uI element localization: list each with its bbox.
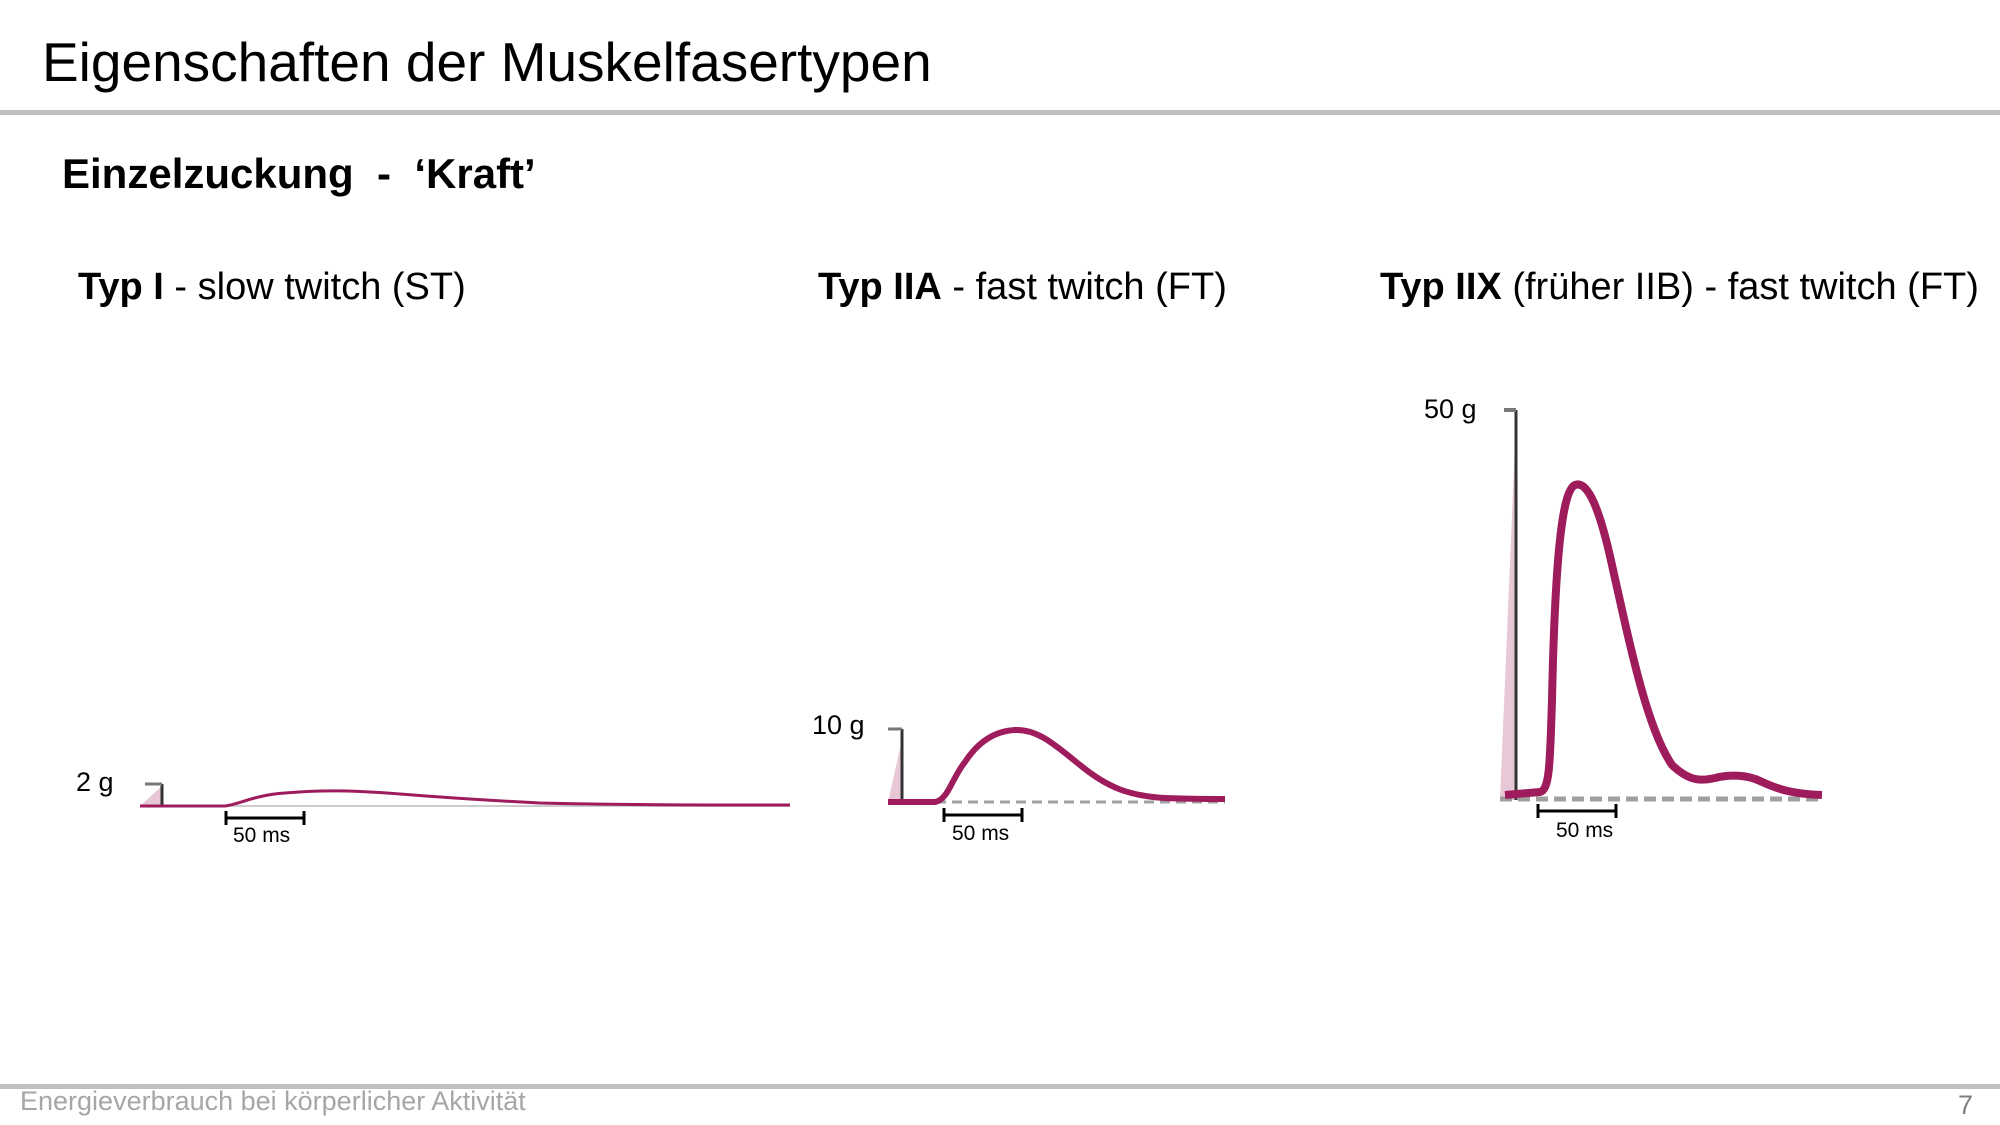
panel-type-iia-graph: 10 g 50 ms: [812, 710, 1226, 845]
type-i-label: Typ I: [78, 266, 164, 308]
type-i-stimulus-marker: [140, 786, 162, 806]
type-i-time-scale-label: 50 ms: [233, 824, 290, 847]
type-iix-stimulus-marker: [1500, 420, 1516, 800]
panel-heading-type-iia: Typ IIA - fast twitch (FT): [818, 266, 1227, 309]
type-i-force-scale-label: 2 g: [76, 767, 114, 797]
type-i-description: - slow twitch (ST): [163, 266, 466, 308]
type-i-twitch-trace: [140, 789, 791, 808]
panel-heading-type-i: Typ I - slow twitch (ST): [78, 266, 466, 309]
type-iix-force-scale-label: 50 g: [1424, 394, 1477, 424]
type-iia-force-scale-label: 10 g: [812, 710, 865, 740]
panel-heading-type-iix: Typ IIX (früher IIB) - fast twitch (FT): [1380, 266, 1979, 309]
panel-type-i-graph: 2 g 50 ms: [76, 767, 791, 847]
slide-title: Eigenschaften der Muskelfasertypen: [42, 31, 932, 93]
type-iix-label: Typ IIX: [1380, 266, 1502, 308]
type-iia-stimulus-marker: [888, 740, 902, 802]
panel-type-iix-graph: 50 g 50 ms: [1424, 394, 1823, 842]
page-number: 7: [1958, 1090, 1974, 1120]
slide-subtitle: Einzelzuckung - ‘Kraft’: [62, 150, 536, 197]
title-divider: [0, 110, 2000, 115]
footer-text: Energieverbrauch bei körperlicher Aktivi…: [20, 1086, 526, 1116]
type-iia-twitch-trace: [888, 726, 1226, 805]
type-iia-description: - fast twitch (FT): [941, 266, 1227, 308]
type-iix-description: (früher IIB) - fast twitch (FT): [1501, 266, 1979, 308]
footer-divider: [0, 1084, 2000, 1089]
type-iia-label: Typ IIA: [818, 266, 942, 308]
type-iix-twitch-trace: [1504, 480, 1823, 799]
type-iia-time-scale-label: 50 ms: [952, 822, 1009, 845]
type-iix-time-scale-label: 50 ms: [1556, 819, 1613, 842]
